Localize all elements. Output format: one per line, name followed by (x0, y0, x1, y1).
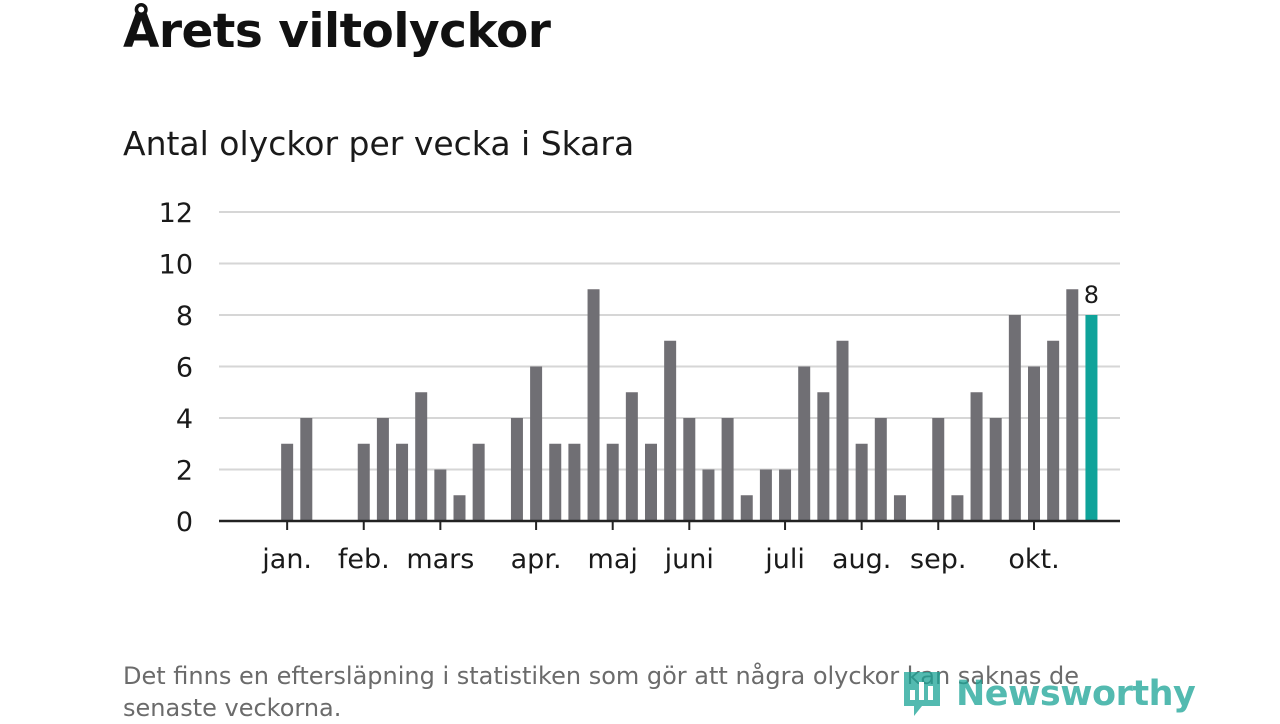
bar (396, 443, 409, 521)
bar (1008, 315, 1021, 521)
bar (759, 469, 772, 521)
bar (530, 366, 543, 521)
bar (568, 443, 581, 521)
bar (970, 392, 983, 521)
x-tick-label: jan. (261, 544, 312, 575)
bar (855, 443, 868, 521)
bar (625, 392, 638, 521)
bar (1028, 366, 1040, 521)
data-label: 8 (1084, 281, 1099, 309)
bar (779, 469, 792, 521)
bar (453, 495, 466, 521)
y-tick-label: 4 (176, 404, 193, 435)
bar (836, 340, 849, 521)
bar (702, 469, 715, 521)
newsworthy-logo: Newsworthy (900, 668, 1196, 720)
bar (740, 495, 753, 521)
bar (357, 443, 370, 521)
bar-chart: 0 2 4 6 8 10 12 8 jan. feb. mars apr. maj juni juli aug… (159, 198, 1120, 575)
bar (817, 392, 830, 521)
bar (376, 418, 389, 521)
bar (472, 443, 485, 521)
bar (874, 418, 887, 521)
y-tick-label: 2 (176, 456, 193, 487)
bar (415, 392, 428, 521)
bar (951, 495, 964, 521)
newsworthy-logo-icon (904, 672, 940, 716)
y-tick-label: 10 (159, 250, 193, 281)
bar (721, 418, 734, 521)
bar (587, 289, 600, 521)
bar (645, 443, 657, 521)
y-tick-label: 0 (176, 507, 193, 538)
bar (893, 495, 906, 521)
x-tick-label: juli (764, 544, 805, 575)
x-tick-label: juni (664, 544, 714, 575)
bar (683, 418, 696, 521)
bar (664, 340, 677, 521)
bar (549, 443, 562, 521)
x-tick-label: sep. (910, 544, 966, 575)
bar (989, 418, 1002, 521)
y-tick-label: 12 (159, 198, 193, 229)
x-tick-label: mars (406, 544, 474, 575)
x-tick-label: feb. (338, 544, 390, 575)
x-tick-label: okt. (1008, 544, 1059, 575)
bar (1066, 289, 1079, 521)
x-tick-label: maj (588, 544, 638, 575)
bar (932, 418, 945, 521)
bar (434, 469, 447, 521)
bar (798, 366, 811, 521)
bar (510, 418, 523, 521)
bar (1047, 340, 1060, 521)
bar (606, 443, 619, 521)
chart-subtitle: Antal olyckor per vecka i Skara (123, 124, 635, 163)
x-tick-label: aug. (832, 544, 891, 575)
bar (300, 418, 313, 521)
y-tick-label: 8 (176, 301, 193, 332)
highlight-bar (1085, 315, 1098, 521)
bar (281, 443, 294, 521)
y-tick-label: 6 (176, 353, 193, 384)
chart-title: Årets viltolyckor (123, 4, 551, 59)
logo-text: Newsworthy (956, 674, 1196, 714)
x-tick-label: apr. (511, 544, 562, 575)
